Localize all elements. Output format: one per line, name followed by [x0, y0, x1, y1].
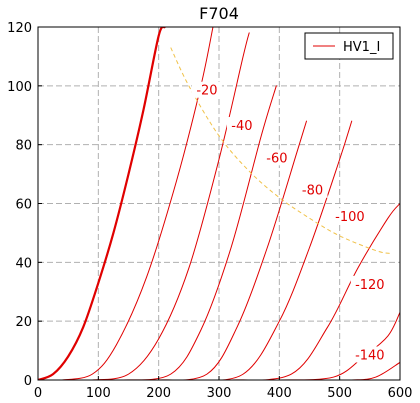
legend-label: HV1_I: [343, 40, 380, 55]
series-line-0v: [38, 27, 166, 380]
x-tick-label: 500: [327, 386, 352, 401]
y-tick-label: 80: [15, 139, 32, 154]
y-tick-label: 40: [15, 256, 32, 271]
x-tick-label: 200: [146, 386, 171, 401]
curve-label-bg: [226, 117, 257, 134]
curve-label: -140: [355, 348, 385, 363]
curve-label: -80: [302, 184, 323, 199]
curve-label: -100: [335, 210, 365, 225]
curve-labels-layer: -20 -40 -60 -80 -100 -120 -140: [191, 81, 389, 363]
ticks-layer: 0 100 200 300 400 500 600 0 20 40 60 80 100 120: [7, 21, 412, 401]
x-tick-label: 400: [267, 386, 292, 401]
curve-label-bg: [350, 275, 389, 292]
curve-label-bg: [261, 149, 292, 166]
series-line-grid-unlabeled: [309, 361, 400, 380]
curve-label: -60: [266, 151, 287, 166]
curve-label-bg: [191, 81, 222, 98]
y-tick-label: 120: [7, 21, 32, 36]
series-line-grid--60: [121, 85, 277, 380]
series-line-grid--120: [230, 203, 400, 380]
y-tick-label: 20: [15, 315, 32, 330]
dissipation-curve: [170, 47, 392, 255]
series-line-grid--40: [91, 32, 250, 380]
curve-label: -120: [355, 278, 385, 293]
y-tick-label: 60: [15, 198, 32, 213]
curve-label-bg: [297, 181, 328, 198]
series-line-grid--100: [188, 120, 353, 380]
curve-label-bg: [330, 208, 369, 225]
x-tick-label: 0: [34, 386, 42, 401]
y-tick-label: 100: [7, 80, 32, 95]
curve-label: -20: [196, 84, 217, 99]
x-tick-label: 300: [207, 386, 232, 401]
curve-label-bg: [350, 346, 389, 363]
chart-title: F704: [199, 4, 239, 23]
x-tick-label: 600: [388, 386, 413, 401]
x-tick-label: 100: [86, 386, 111, 401]
legend: HV1_I: [304, 32, 394, 60]
y-tick-label: 0: [24, 374, 32, 389]
dissipation-layer: [170, 47, 392, 255]
series-line-grid--80: [158, 120, 307, 380]
legend-box: [304, 32, 394, 60]
curve-label: -40: [231, 119, 252, 134]
